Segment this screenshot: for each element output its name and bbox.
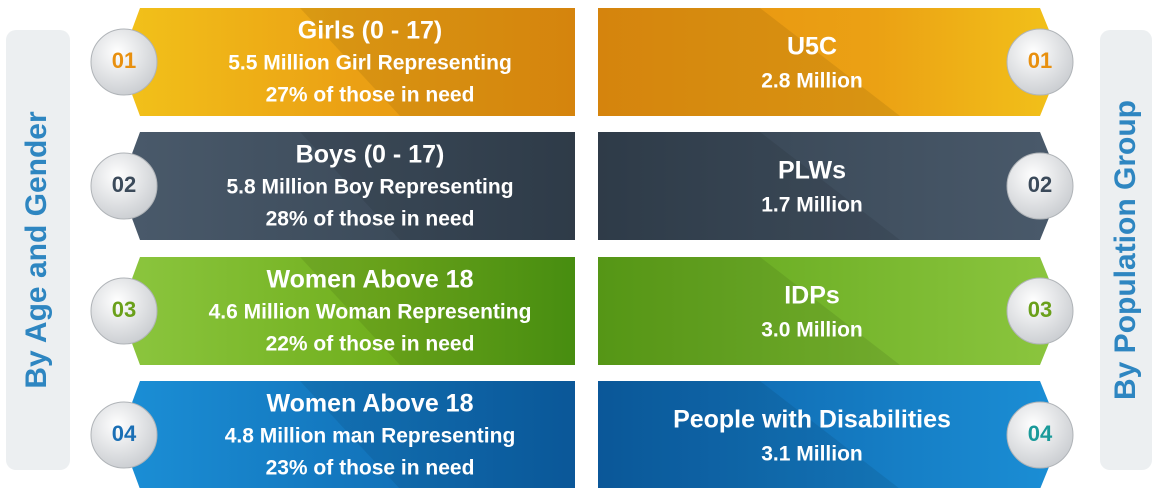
item-value: 3.0 Million xyxy=(761,319,863,342)
number-badge xyxy=(90,28,158,96)
banner xyxy=(120,132,575,240)
side-panel xyxy=(1100,30,1152,470)
number: 03 xyxy=(1028,297,1052,322)
number-badge xyxy=(90,401,158,469)
banner-shade xyxy=(300,257,575,365)
number: 02 xyxy=(1028,172,1052,197)
number: 04 xyxy=(112,421,137,446)
item-line: 5.5 Million Girl Representing xyxy=(228,52,512,75)
number-badge xyxy=(1006,28,1074,96)
item-value: 2.8 Million xyxy=(761,70,863,93)
banner-shade xyxy=(598,257,900,365)
item-title: Women Above 18 xyxy=(267,266,474,294)
item-line: 22% of those in need xyxy=(266,333,475,356)
number: 02 xyxy=(112,172,136,197)
item-title: PLWs xyxy=(778,157,846,185)
item-line: 5.8 Million Boy Representing xyxy=(226,176,513,199)
item-title: Boys (0 - 17) xyxy=(296,141,445,169)
banner xyxy=(120,8,575,116)
item-value: 3.1 Million xyxy=(761,443,863,466)
banner xyxy=(120,257,575,365)
item-title: U5C xyxy=(787,33,837,61)
number-badge xyxy=(90,277,158,345)
number-badge xyxy=(90,152,158,220)
number: 01 xyxy=(1028,48,1052,73)
banner xyxy=(598,257,1062,365)
banner xyxy=(598,381,1062,488)
banner-shade xyxy=(598,381,899,488)
banner-shade xyxy=(598,132,900,240)
banner xyxy=(120,381,575,488)
side-label: By Age and Gender xyxy=(20,111,53,389)
banner-shade xyxy=(598,8,900,116)
item-title: People with Disabilities xyxy=(673,406,951,434)
number: 03 xyxy=(112,297,136,322)
number-badge xyxy=(1006,401,1074,469)
number-badge xyxy=(1006,152,1074,220)
item-value: 1.7 Million xyxy=(761,194,863,217)
number-badge xyxy=(1006,277,1074,345)
item-line: 23% of those in need xyxy=(266,457,475,480)
banner xyxy=(598,8,1062,116)
banner-shade xyxy=(300,8,575,116)
number: 04 xyxy=(1028,421,1053,446)
banner-shade xyxy=(300,381,575,488)
item-line: 27% of those in need xyxy=(266,84,475,107)
item-title: Girls (0 - 17) xyxy=(298,17,443,45)
item-line: 4.8 Million man Representing xyxy=(225,425,516,448)
number: 01 xyxy=(112,48,136,73)
side-label: By Population Group xyxy=(1109,100,1142,400)
side-panel xyxy=(6,30,70,470)
banner-shade xyxy=(300,132,575,240)
item-line: 28% of those in need xyxy=(266,208,475,231)
item-line: 4.6 Million Woman Representing xyxy=(209,301,532,324)
banner xyxy=(598,132,1062,240)
item-title: IDPs xyxy=(784,282,840,310)
item-title: Women Above 18 xyxy=(267,390,474,418)
